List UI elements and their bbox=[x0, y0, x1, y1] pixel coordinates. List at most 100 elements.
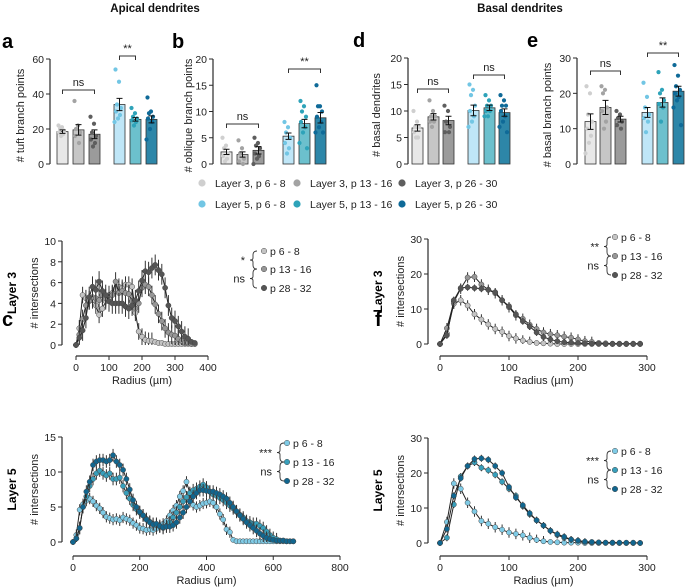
significance-label: *** bbox=[586, 456, 600, 468]
legend-marker bbox=[611, 271, 619, 279]
significance-bracket bbox=[473, 74, 505, 79]
data-point bbox=[540, 522, 547, 529]
series-p6-8 bbox=[437, 478, 643, 546]
x-axis-label: Radius (µm) bbox=[112, 375, 172, 387]
x-tick-label: 200 bbox=[569, 562, 587, 574]
significance-label: ns bbox=[587, 261, 599, 273]
series-line bbox=[439, 286, 641, 345]
data-point bbox=[133, 504, 140, 510]
data-point bbox=[519, 318, 526, 325]
data-point bbox=[478, 285, 485, 292]
panel-letter: e bbox=[527, 30, 538, 52]
data-point bbox=[136, 509, 143, 515]
data-point bbox=[637, 540, 643, 546]
data-point bbox=[471, 311, 478, 318]
data-point bbox=[450, 492, 457, 499]
legend-marker bbox=[283, 439, 291, 447]
data-point bbox=[90, 462, 96, 468]
error-bar bbox=[255, 146, 262, 155]
data-point bbox=[155, 267, 162, 273]
data-point bbox=[457, 485, 464, 492]
x-tick-label: 100 bbox=[500, 562, 518, 574]
legend-label: Layer 5, p 6 - 8 bbox=[215, 199, 286, 211]
legend-label: p 6 - 8 bbox=[293, 438, 323, 450]
data-point bbox=[444, 534, 450, 541]
data-point bbox=[96, 311, 102, 318]
y-tick-label: 30 bbox=[559, 53, 571, 65]
data-point bbox=[471, 285, 478, 291]
x-tick-label: 0 bbox=[437, 362, 443, 374]
data-point bbox=[183, 504, 190, 510]
y-tick-label: 20 bbox=[410, 269, 422, 281]
legend-marker bbox=[611, 485, 619, 493]
error-bar bbox=[301, 118, 308, 129]
data-point bbox=[499, 103, 505, 108]
data-point bbox=[492, 471, 499, 478]
panel-letter: c bbox=[2, 309, 13, 331]
x-tick-label: 200 bbox=[131, 562, 149, 574]
data-point bbox=[125, 291, 132, 297]
data-point bbox=[450, 297, 457, 304]
data-point bbox=[304, 146, 310, 151]
data-point bbox=[301, 104, 307, 109]
significance-bracket bbox=[226, 123, 259, 128]
y-axis-label: # intersections bbox=[29, 454, 41, 525]
error-bar bbox=[91, 129, 98, 140]
data-point bbox=[152, 301, 159, 308]
data-point bbox=[623, 341, 630, 347]
data-point bbox=[492, 289, 499, 296]
brace bbox=[249, 268, 258, 289]
data-point bbox=[180, 509, 186, 516]
significance-label: ** bbox=[590, 242, 599, 254]
data-point bbox=[484, 103, 490, 108]
data-point bbox=[129, 118, 135, 123]
error-bar bbox=[285, 132, 292, 140]
panel-letter: b bbox=[172, 31, 184, 53]
data-point bbox=[609, 341, 616, 347]
data-point bbox=[147, 126, 153, 132]
data-point bbox=[129, 283, 135, 290]
data-point bbox=[241, 156, 247, 161]
legend-item: Layer 5, p 26 - 30 bbox=[398, 199, 497, 211]
data-point bbox=[513, 311, 519, 318]
data-point bbox=[129, 302, 135, 309]
data-point bbox=[99, 305, 106, 312]
data-point bbox=[599, 108, 605, 114]
data-point bbox=[506, 303, 512, 310]
data-point bbox=[314, 114, 320, 119]
x-tick-label: 400 bbox=[198, 562, 216, 574]
data-point bbox=[568, 339, 574, 346]
legend-marker bbox=[283, 458, 291, 466]
data-point bbox=[131, 123, 137, 128]
significance-label: ns bbox=[73, 77, 85, 89]
data-point bbox=[630, 341, 637, 347]
data-point bbox=[72, 98, 77, 104]
data-point bbox=[427, 98, 432, 103]
data-point bbox=[96, 278, 102, 285]
data-point bbox=[158, 318, 165, 324]
data-point bbox=[503, 103, 509, 108]
series-p28-32 bbox=[437, 283, 643, 347]
x-tick-label: 0 bbox=[437, 562, 443, 574]
data-point bbox=[447, 124, 453, 129]
data-point bbox=[526, 534, 533, 541]
legend-label: Layer 3, p 13 - 16 bbox=[310, 178, 392, 190]
data-point bbox=[251, 161, 256, 167]
data-point bbox=[485, 520, 492, 527]
bar bbox=[467, 110, 480, 165]
data-point bbox=[561, 533, 568, 540]
data-point bbox=[672, 62, 677, 68]
data-point bbox=[547, 527, 554, 534]
x-tick-label: 200 bbox=[133, 362, 151, 374]
data-point bbox=[513, 531, 519, 537]
data-point bbox=[637, 341, 643, 347]
basal-dendrites-title: Basal dendrites bbox=[477, 3, 563, 15]
y-axis-label: # oblique branch points bbox=[183, 58, 195, 172]
data-point bbox=[114, 102, 120, 107]
data-point bbox=[144, 137, 149, 142]
series-p13-16 bbox=[437, 271, 643, 347]
data-point bbox=[76, 525, 83, 531]
brace bbox=[276, 461, 285, 482]
